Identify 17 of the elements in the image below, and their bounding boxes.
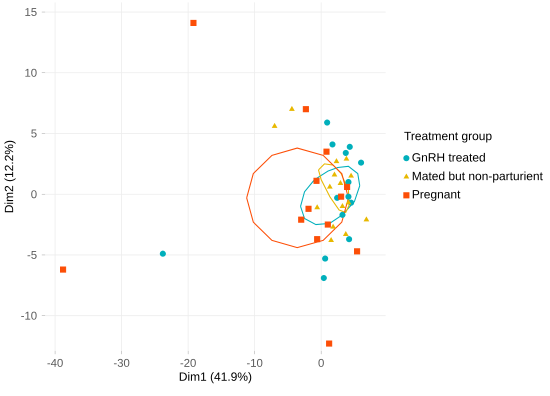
y-axis-title: Dim2 (12.2%) [4, 140, 16, 212]
x-tick-label: -30 [114, 358, 130, 367]
legend-title: Treatment group [404, 132, 492, 142]
x-tick-label: 0 [318, 358, 324, 367]
y-tick-label: 5 [31, 129, 37, 138]
y-tick-label: 10 [25, 68, 37, 77]
x-tick-label: -40 [47, 358, 63, 367]
y-tick-label: -5 [28, 250, 37, 259]
legend-label: Pregnant [412, 190, 460, 201]
legend-label: GnRH treated [412, 152, 485, 162]
y-tick-label: 15 [25, 8, 37, 16]
x-tick-label: -10 [246, 358, 262, 367]
x-axis-title: Dim1 (41.9%) [180, 372, 252, 384]
y-tick-label: -10 [21, 312, 37, 320]
y-tick-label: 0 [31, 190, 37, 198]
legend-label: Mated but non-parturient [412, 171, 543, 183]
x-tick-label: -20 [180, 358, 196, 367]
